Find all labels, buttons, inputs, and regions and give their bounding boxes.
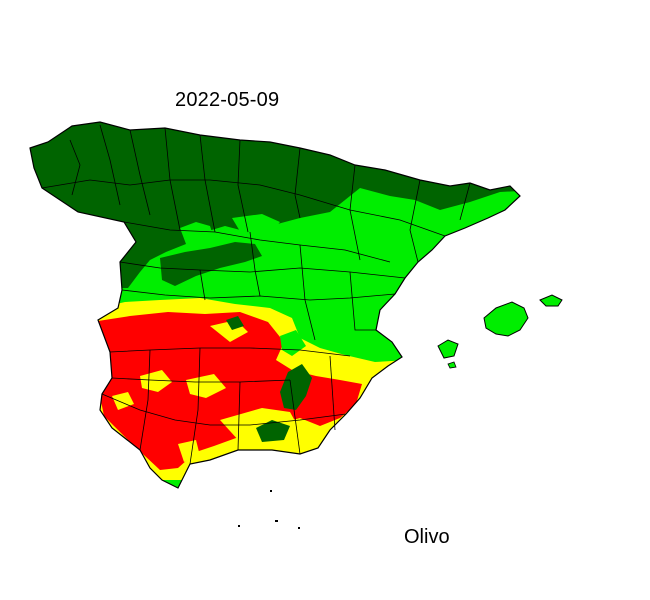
yellow-patch [178, 440, 200, 462]
islet-dot [275, 520, 278, 522]
islet-dot [270, 490, 272, 492]
dark-green-patch-south [226, 316, 244, 330]
map-date-title: 2022-05-09 [175, 89, 280, 111]
island-formentera [447, 361, 457, 369]
light-green-patch [180, 222, 214, 246]
crop-label: Olivo [404, 526, 450, 548]
islet-dot [238, 525, 240, 527]
light-green-patch [232, 214, 280, 238]
yellow-patch [186, 374, 226, 398]
dark-green-patch-south [256, 420, 290, 442]
peninsula-border [29, 121, 521, 489]
dark-green-patch-south [280, 364, 312, 410]
province-borders [41, 124, 471, 465]
dark-green-zone-central [160, 242, 262, 286]
island-mallorca [483, 301, 529, 337]
islet-dot [298, 527, 300, 529]
island-menorca [539, 294, 563, 307]
red-zone-south [92, 312, 362, 470]
yellow-patch [140, 370, 172, 392]
island-ibiza [437, 339, 459, 359]
